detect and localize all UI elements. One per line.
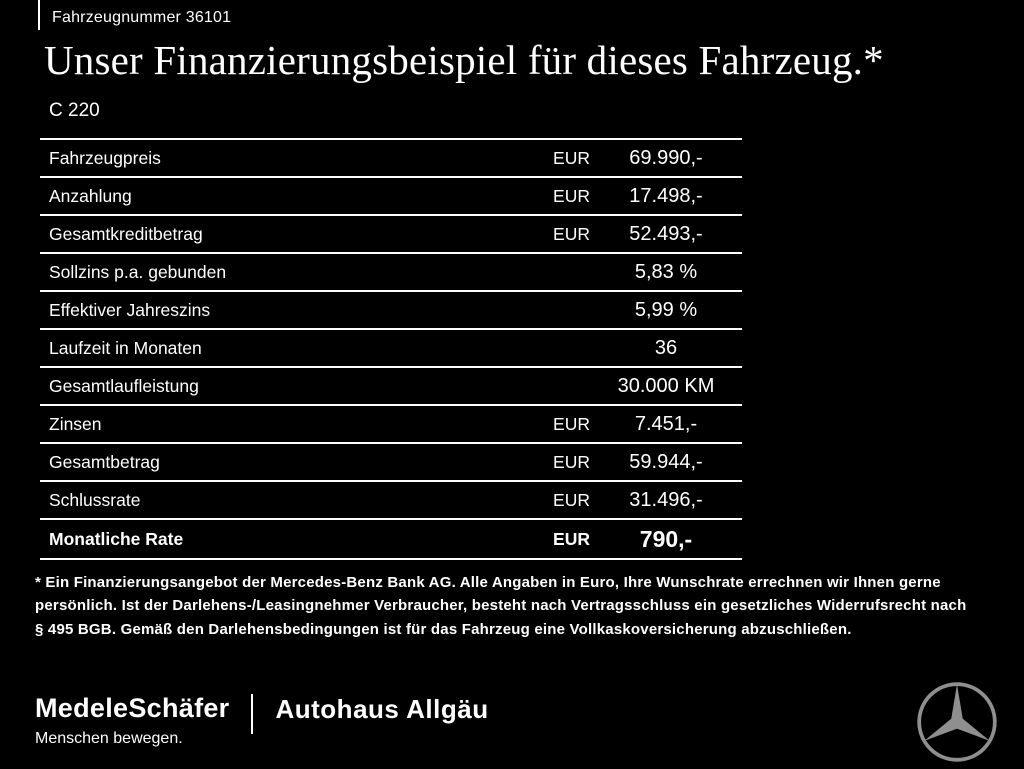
dealer-logo-autohaus-allgaeu: Autohaus Allgäu (275, 694, 489, 724)
footnote-line: persönlich. Ist der Darlehens-/Leasingne… (35, 597, 967, 615)
top-accent-line (38, 0, 40, 30)
footnote-line: * Ein Finanzierungsangebot der Mercedes-… (35, 574, 941, 591)
dealer-tagline: Menschen bewegen. (35, 730, 183, 747)
row-value: 59.944,- (629, 450, 703, 473)
page-title: Unser Finanzierungsbeispiel für dieses F… (44, 37, 884, 83)
finance-table: Fahrzeugpreis EUR 69.990,- Anzahlung EUR… (40, 138, 742, 560)
row-currency: EUR (553, 489, 590, 510)
row-value: 52.493,- (629, 222, 703, 245)
table-row: Schlussrate EUR 31.496,- (40, 480, 742, 518)
table-row: Anzahlung EUR 17.498,- (40, 176, 742, 214)
table-row: Effektiver Jahreszins 5,99 % (40, 290, 742, 328)
row-value: 7.451,- (634, 412, 698, 435)
row-label: Laufzeit in Monaten (49, 337, 202, 358)
row-value: 5,99 % (634, 298, 698, 321)
row-label: Monatliche Rate (49, 528, 184, 549)
row-currency: EUR (553, 147, 590, 168)
row-currency: EUR (553, 528, 590, 549)
footer: MedeleSchäfer Menschen bewegen. Autohaus… (35, 694, 489, 748)
table-row: Gesamtbetrag EUR 59.944,- (40, 442, 742, 480)
row-label: Anzahlung (49, 185, 132, 206)
footnote: * Ein Finanzierungsangebot der Mercedes-… (35, 571, 966, 641)
footnote-line: § 495 BGB. Gemäß den Darlehensbedingunge… (35, 620, 852, 638)
dealer-logo-medeleschaefer: MedeleSchäfer Menschen bewegen. (35, 694, 229, 748)
table-row: Gesamtkreditbetrag EUR 52.493,- (40, 214, 742, 252)
row-label: Fahrzeugpreis (49, 147, 161, 168)
dealer-name: MedeleSchäfer (35, 693, 230, 723)
table-row: Fahrzeugpreis EUR 69.990,- (40, 138, 742, 176)
row-currency: EUR (553, 413, 590, 434)
row-label: Effektiver Jahreszins (49, 299, 211, 320)
table-row: Zinsen EUR 7.451,- (40, 404, 742, 442)
table-row-monthly-rate: Monatliche Rate EUR 790,- (40, 518, 742, 558)
table-row: Gesamtlaufleistung 30.000 KM (40, 366, 742, 404)
row-value: 17.498,- (629, 184, 703, 207)
row-currency: EUR (553, 451, 590, 472)
model-name: C 220 (49, 100, 100, 121)
table-row: Laufzeit in Monaten 36 (40, 328, 742, 366)
row-label: Zinsen (49, 413, 102, 434)
row-value: 69.990,- (629, 146, 703, 169)
row-value: 31.496,- (629, 488, 703, 511)
row-value: 790,- (639, 525, 693, 552)
row-value: 5,83 % (634, 260, 698, 283)
row-label: Gesamtlaufleistung (49, 375, 199, 396)
footer-divider (251, 694, 254, 734)
row-currency: EUR (553, 223, 590, 244)
row-value: 36 (654, 336, 678, 359)
row-label: Gesamtbetrag (49, 451, 160, 472)
row-label: Gesamtkreditbetrag (49, 223, 203, 244)
vehicle-number: Fahrzeugnummer 36101 (52, 9, 232, 26)
row-value: 30.000 KM (617, 374, 715, 397)
row-currency: EUR (553, 185, 590, 206)
mercedes-star-icon (915, 680, 999, 764)
row-label: Schlussrate (49, 489, 141, 510)
row-label: Sollzins p.a. gebunden (49, 261, 227, 282)
table-row: Sollzins p.a. gebunden 5,83 % (40, 252, 742, 290)
